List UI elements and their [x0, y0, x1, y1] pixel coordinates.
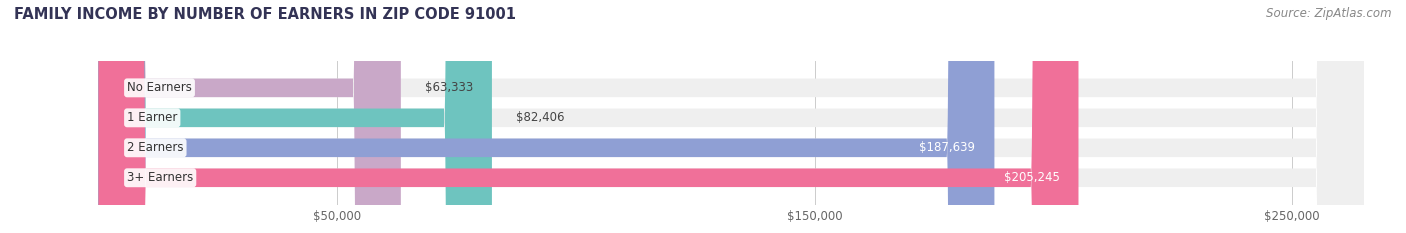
FancyBboxPatch shape — [98, 0, 994, 233]
FancyBboxPatch shape — [98, 0, 1078, 233]
Text: $82,406: $82,406 — [516, 111, 564, 124]
Text: $63,333: $63,333 — [425, 81, 472, 94]
FancyBboxPatch shape — [98, 0, 1364, 233]
FancyBboxPatch shape — [98, 0, 1364, 233]
FancyBboxPatch shape — [98, 0, 1364, 233]
Text: $205,245: $205,245 — [1004, 171, 1059, 184]
Text: No Earners: No Earners — [127, 81, 193, 94]
FancyBboxPatch shape — [98, 0, 401, 233]
Text: FAMILY INCOME BY NUMBER OF EARNERS IN ZIP CODE 91001: FAMILY INCOME BY NUMBER OF EARNERS IN ZI… — [14, 7, 516, 22]
Text: Source: ZipAtlas.com: Source: ZipAtlas.com — [1267, 7, 1392, 20]
Text: 1 Earner: 1 Earner — [127, 111, 177, 124]
FancyBboxPatch shape — [98, 0, 492, 233]
Text: $187,639: $187,639 — [920, 141, 976, 154]
Text: 2 Earners: 2 Earners — [127, 141, 184, 154]
Text: 3+ Earners: 3+ Earners — [127, 171, 193, 184]
FancyBboxPatch shape — [98, 0, 1364, 233]
